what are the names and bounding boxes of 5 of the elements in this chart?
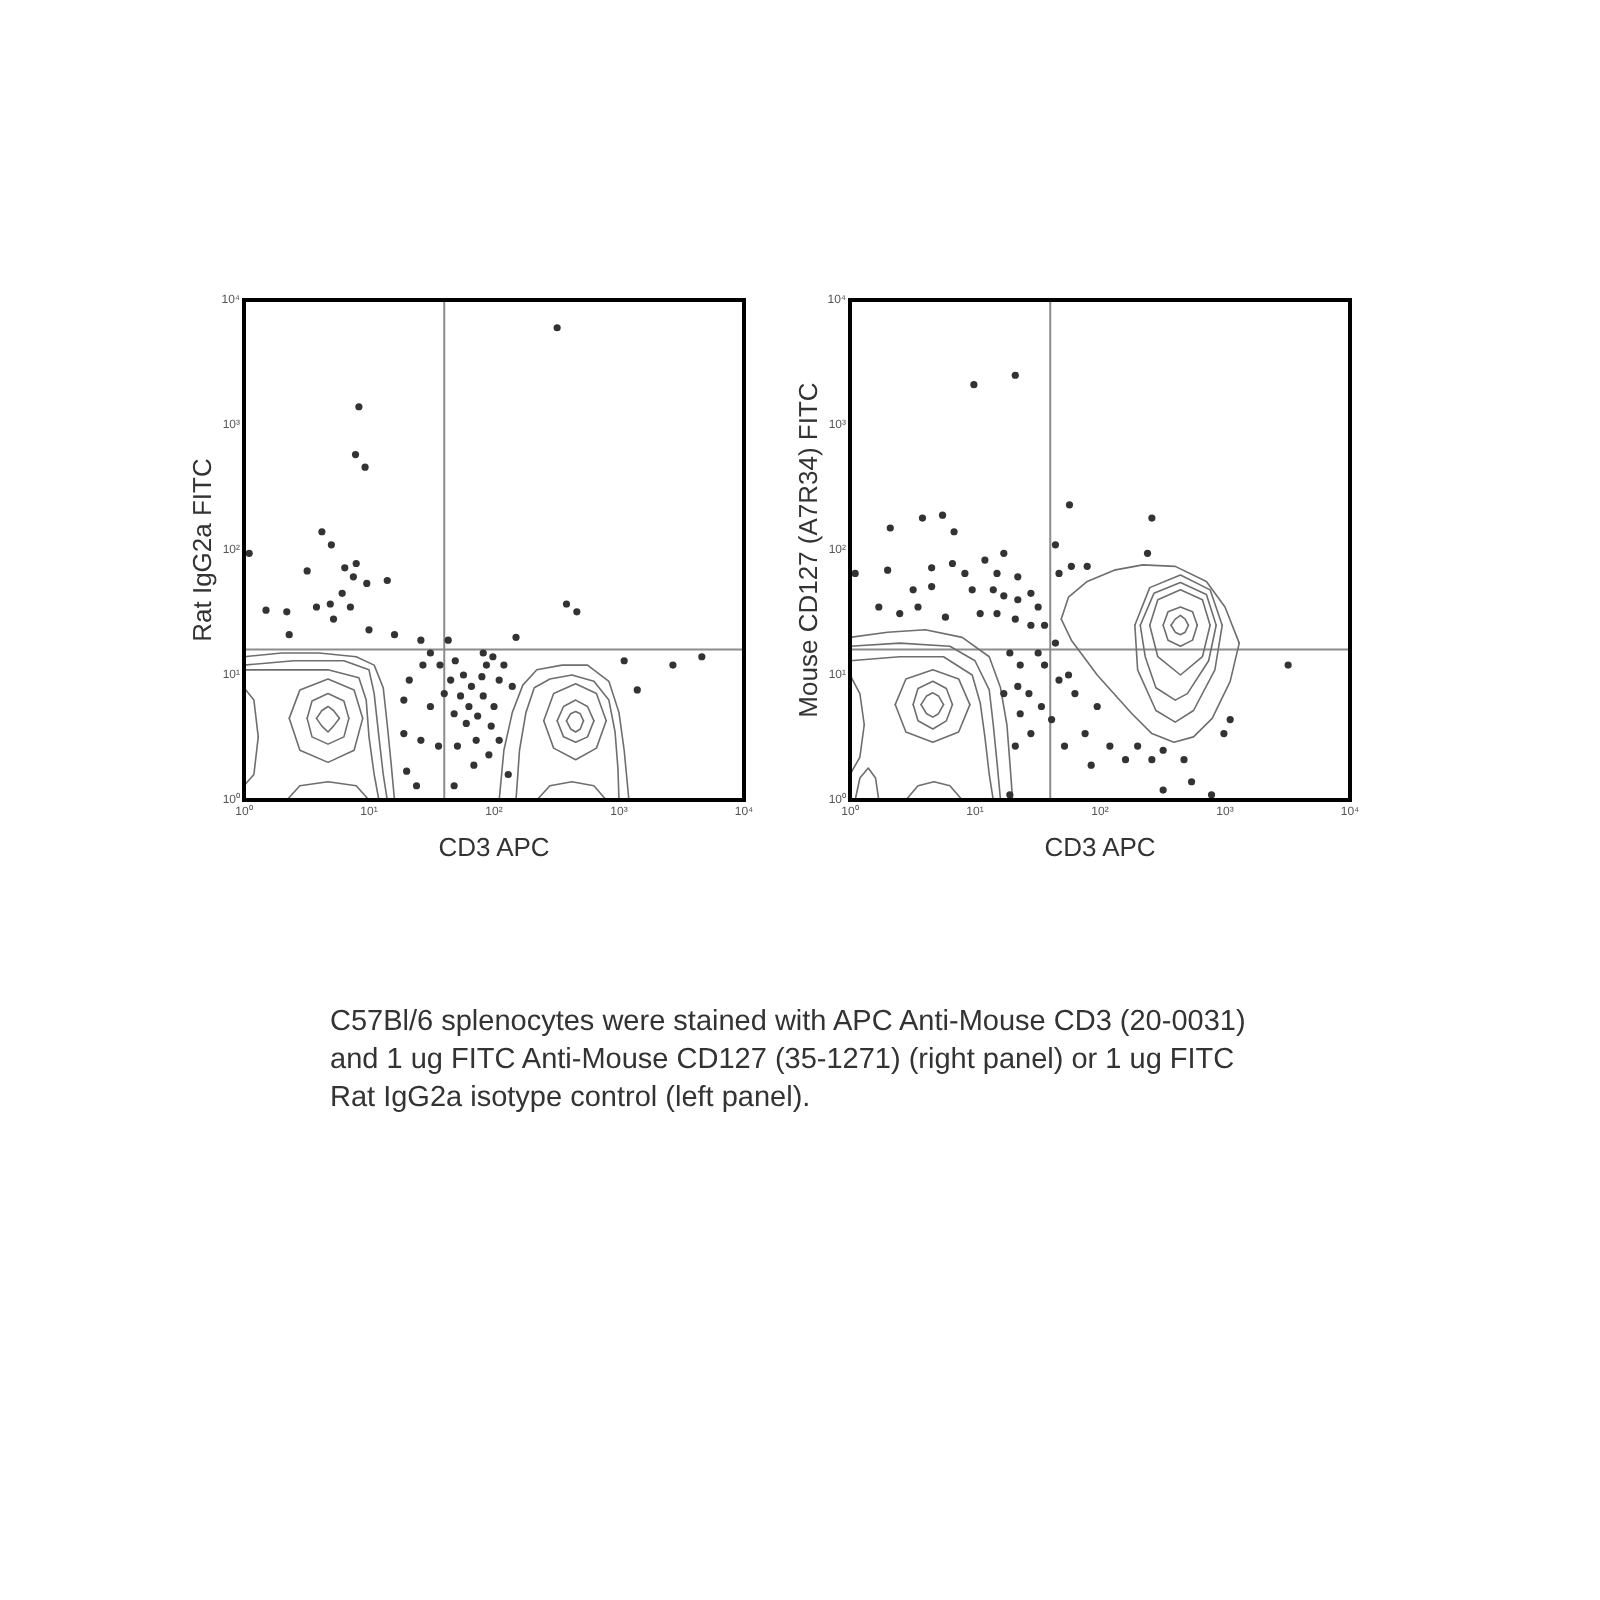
y-axis-title: Mouse CD127 (A7R34) FITC bbox=[792, 382, 823, 718]
x-axis-title: CD3 APC bbox=[1044, 831, 1156, 862]
x-axis-title: CD3 APC bbox=[438, 831, 550, 862]
text: C57Bl/6 splenocytes were stained with APC Anti-Mouse CD3 (20-0031) and 1 ug FITC Anti-Mouse CD127 (35-1271) (right panel) or 1 ug FITC Rat IgG2a isotype control (left panel). bbox=[330, 1004, 1248, 1118]
y-axis-title: Rat IgG2a FITC bbox=[186, 458, 217, 642]
